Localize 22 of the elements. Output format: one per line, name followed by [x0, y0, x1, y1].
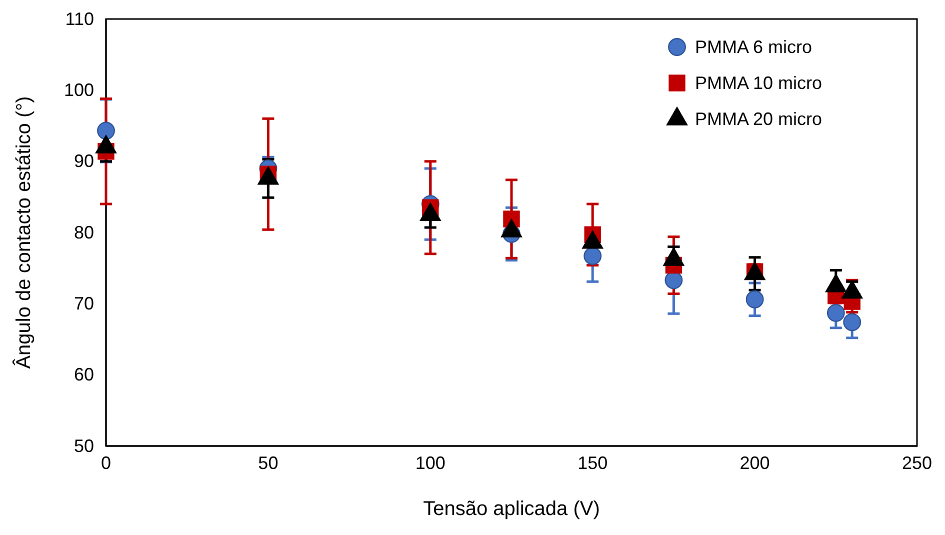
y-tick-label: 60 [74, 364, 94, 385]
y-tick-label: 50 [74, 436, 94, 456]
x-tick-label: 150 [578, 452, 608, 473]
point [843, 313, 862, 332]
x-tick-label: 250 [902, 452, 932, 473]
x-tick-label: 50 [258, 452, 278, 473]
x-tick-label: 0 [100, 452, 112, 473]
point [584, 247, 602, 265]
x-tick-label: 100 [415, 452, 446, 473]
y-axis-title: Ângulo de contacto estático (°) [12, 96, 35, 369]
y-tick-label: 110 [65, 8, 94, 29]
legend-label: PMMA 6 micro [695, 37, 812, 57]
point [746, 290, 764, 308]
y-tick-label: 70 [74, 293, 94, 314]
point [826, 304, 845, 322]
legend-label: PMMA 20 micro [695, 109, 822, 129]
x-axis-title: Tensão aplicada (V) [423, 498, 600, 520]
legend-label: PMMA 10 micro [695, 73, 822, 93]
x-tick-label: 200 [740, 452, 770, 473]
y-tick-label: 100 [64, 80, 94, 100]
y-tick-label: 90 [74, 151, 94, 172]
y-tick-label: 80 [74, 222, 94, 242]
